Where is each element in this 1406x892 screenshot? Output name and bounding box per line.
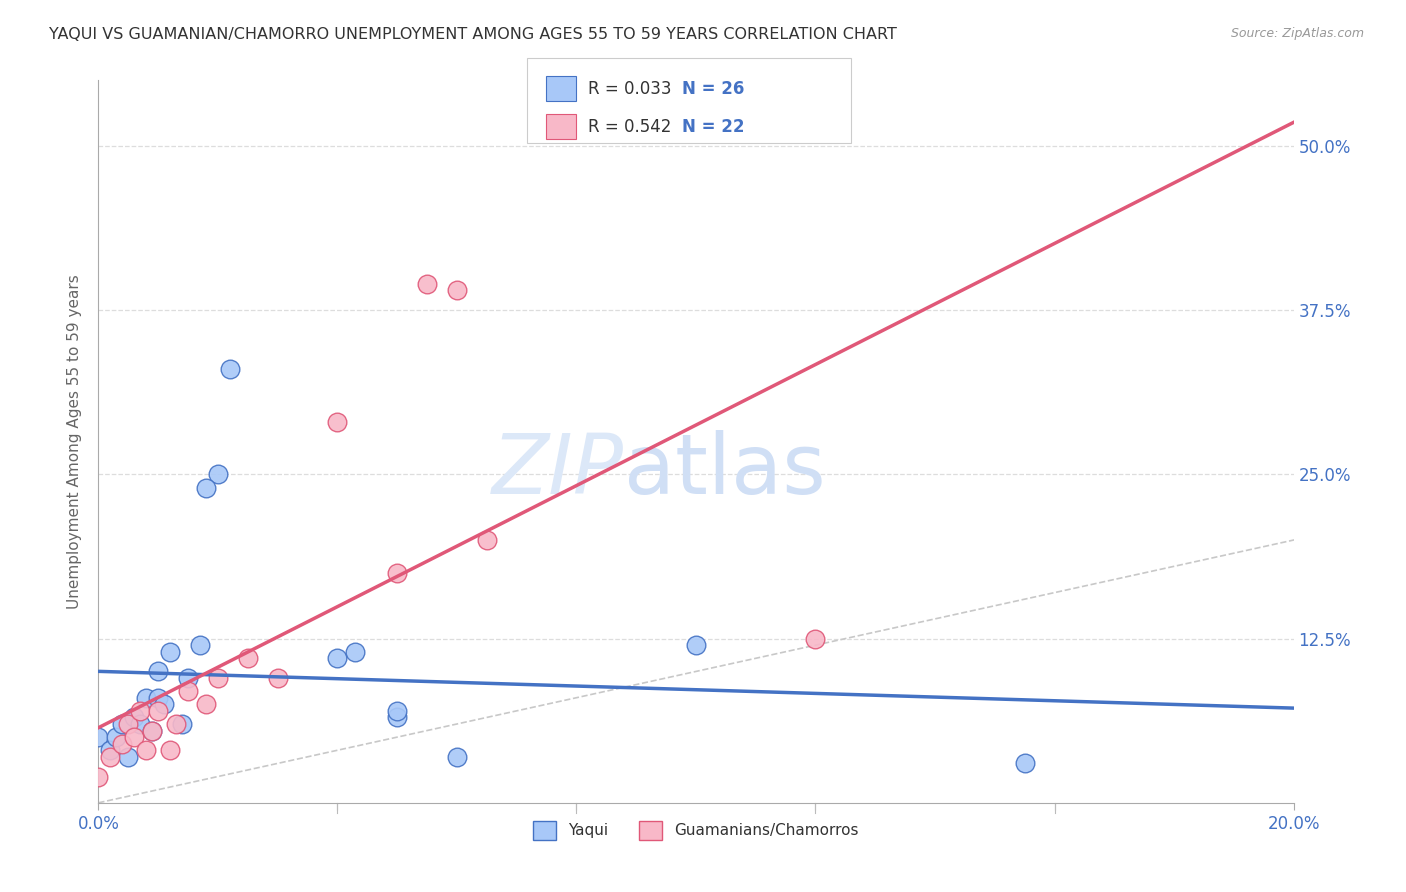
Point — [207, 671, 229, 685]
Point — [117, 749, 139, 764]
Point — [446, 284, 468, 298]
Point — [219, 362, 242, 376]
Point — [188, 638, 211, 652]
Point — [236, 651, 259, 665]
Point — [446, 749, 468, 764]
Point — [195, 481, 218, 495]
Point — [135, 743, 157, 757]
Point — [416, 277, 439, 291]
Point — [172, 717, 194, 731]
Point — [129, 704, 152, 718]
Point — [87, 730, 110, 744]
Point — [344, 645, 367, 659]
Text: atlas: atlas — [624, 430, 825, 511]
Text: Source: ZipAtlas.com: Source: ZipAtlas.com — [1230, 27, 1364, 40]
Point — [111, 737, 134, 751]
Point — [124, 730, 146, 744]
Point — [685, 638, 707, 652]
Point — [148, 665, 170, 679]
Point — [159, 645, 181, 659]
Point — [267, 671, 290, 685]
Text: ZIP: ZIP — [492, 430, 624, 511]
Point — [804, 632, 827, 646]
Point — [87, 770, 110, 784]
Point — [177, 684, 200, 698]
Point — [141, 723, 163, 738]
Point — [385, 710, 409, 724]
Text: R = 0.542: R = 0.542 — [588, 118, 671, 136]
Point — [153, 698, 176, 712]
Point — [98, 749, 122, 764]
Point — [111, 717, 134, 731]
Point — [165, 717, 187, 731]
Point — [475, 533, 498, 547]
Text: R = 0.033: R = 0.033 — [588, 80, 671, 98]
Point — [159, 743, 181, 757]
Point — [129, 717, 152, 731]
Point — [326, 651, 349, 665]
Point — [385, 566, 409, 580]
Legend: Yaqui, Guamanians/Chamorros: Yaqui, Guamanians/Chamorros — [527, 815, 865, 846]
Point — [385, 704, 409, 718]
Point — [135, 690, 157, 705]
Point — [207, 467, 229, 482]
Point — [105, 730, 128, 744]
Point — [148, 704, 170, 718]
Text: N = 22: N = 22 — [682, 118, 744, 136]
Point — [326, 415, 349, 429]
Point — [141, 723, 163, 738]
Text: YAQUI VS GUAMANIAN/CHAMORRO UNEMPLOYMENT AMONG AGES 55 TO 59 YEARS CORRELATION C: YAQUI VS GUAMANIAN/CHAMORRO UNEMPLOYMENT… — [49, 27, 897, 42]
Point — [124, 710, 146, 724]
Point — [117, 717, 139, 731]
Point — [1014, 756, 1036, 771]
Text: N = 26: N = 26 — [682, 80, 744, 98]
Point — [195, 698, 218, 712]
Y-axis label: Unemployment Among Ages 55 to 59 years: Unemployment Among Ages 55 to 59 years — [67, 274, 83, 609]
Point — [177, 671, 200, 685]
Point — [98, 743, 122, 757]
Point — [148, 690, 170, 705]
